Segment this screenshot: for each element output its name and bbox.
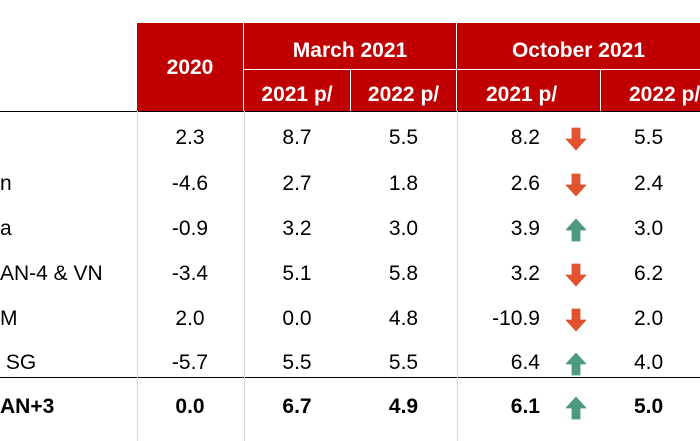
down-arrow-icon [565, 263, 587, 287]
cell-m2021: 3.2 [282, 217, 312, 240]
cell-o2022: 5.0 [634, 395, 664, 418]
cell-v2020: 2.0 [175, 307, 205, 330]
cell-m2022: 3.0 [388, 217, 419, 240]
up-arrow-icon [565, 218, 587, 242]
header-subcol-divider-october [600, 69, 601, 111]
cell-m2021: 6.7 [282, 395, 312, 418]
row-label: n [0, 172, 12, 195]
cell-m2022: 5.5 [388, 351, 419, 374]
up-arrow-icon [565, 352, 587, 376]
row-label: AN-4 & VN [0, 262, 103, 285]
down-arrow-icon [565, 127, 587, 151]
header-subcol-divider-march [350, 69, 351, 111]
header-2020-bg [137, 23, 243, 111]
cell-o2021: -10.9 [492, 307, 540, 330]
cell-o2022: 3.0 [634, 217, 664, 240]
row-label: SG [0, 351, 37, 374]
cell-o2021: 6.4 [510, 351, 540, 374]
cell-o2022: 5.5 [634, 126, 664, 149]
cell-m2022: 1.8 [388, 172, 419, 195]
cell-o2021: 3.9 [510, 217, 540, 240]
row-label: M [0, 307, 18, 330]
cell-o2021: 3.2 [510, 262, 540, 285]
cell-v2020: 2.3 [175, 126, 205, 149]
header-bottom-rule [0, 111, 700, 112]
body-divider-1 [137, 111, 138, 441]
cell-o2021: 8.2 [510, 126, 540, 149]
cell-v2020: -4.6 [171, 172, 209, 195]
header-october-2022: 2022 p/ [629, 83, 700, 106]
cell-o2022: 2.4 [634, 172, 664, 195]
header-group-march: March 2021 [292, 39, 408, 62]
cell-m2021: 5.1 [282, 262, 312, 285]
cell-m2022: 4.9 [388, 395, 419, 418]
header-october-2021: 2021 p/ [486, 83, 558, 106]
header-group-october: October 2021 [511, 39, 646, 62]
cell-o2021: 2.6 [510, 172, 540, 195]
cell-v2020: 0.0 [175, 395, 205, 418]
body-divider-2 [244, 111, 245, 441]
cell-v2020: -0.9 [171, 217, 209, 240]
cell-m2022: 4.8 [388, 307, 419, 330]
cell-m2021: 5.5 [282, 351, 312, 374]
row-label: AN+3 [0, 395, 55, 418]
cell-m2021: 0.0 [282, 307, 312, 330]
header-2020: 2020 [166, 56, 214, 79]
cell-o2022: 4.0 [634, 351, 664, 374]
cell-m2022: 5.8 [388, 262, 419, 285]
cell-m2022: 5.5 [388, 126, 419, 149]
down-arrow-icon [565, 308, 587, 332]
header-march-2022: 2022 p/ [367, 83, 440, 106]
cell-m2021: 2.7 [282, 172, 312, 195]
up-arrow-icon [565, 396, 587, 420]
header-october-bg [457, 23, 700, 111]
header-march-2021: 2021 p/ [261, 83, 333, 106]
cell-m2021: 8.7 [282, 126, 312, 149]
total-top-rule [0, 377, 700, 378]
cell-o2022: 6.2 [634, 262, 664, 285]
down-arrow-icon [565, 173, 587, 197]
cell-v2020: -5.7 [171, 351, 209, 374]
cell-v2020: -3.4 [171, 262, 209, 285]
row-label: a [0, 217, 12, 240]
body-divider-3 [457, 111, 458, 441]
cell-o2021: 6.1 [510, 395, 540, 418]
header-sub-divider-october [457, 69, 700, 70]
cell-o2022: 2.0 [634, 307, 664, 330]
